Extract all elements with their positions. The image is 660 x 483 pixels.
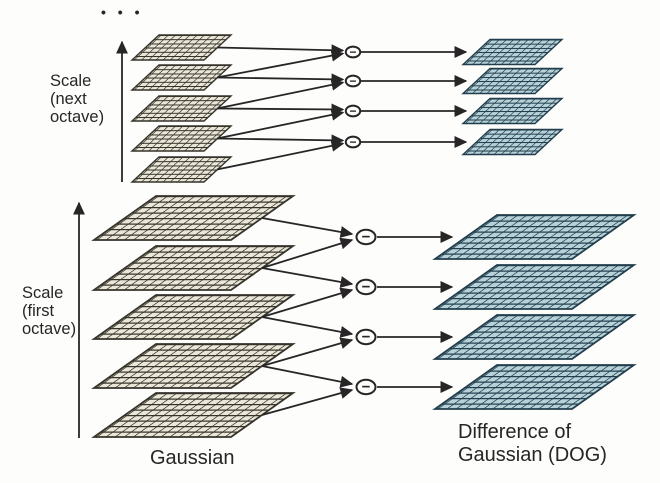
scale-next-octave-label-line1: Scale xyxy=(50,72,91,90)
dog-image xyxy=(434,314,635,360)
dog-column-label-line2: Gaussian (DOG) xyxy=(458,444,607,466)
more-octaves-ellipsis: • • • xyxy=(101,4,143,20)
subtraction-arrow xyxy=(216,140,345,171)
subtraction-arrow xyxy=(261,316,354,338)
minus-node xyxy=(355,228,377,246)
dog-column-label-line1: Difference of xyxy=(458,421,571,443)
gaussian-image xyxy=(131,64,232,91)
scale-first-octave-label-line3: octave) xyxy=(22,320,76,338)
subtraction-arrow xyxy=(216,44,345,57)
subtraction-arrow xyxy=(216,134,345,147)
subtraction-arrow xyxy=(261,365,354,388)
subtraction-arrow xyxy=(261,287,354,318)
scale-first-octave-label-line2: (first xyxy=(22,302,54,320)
dog-image xyxy=(434,264,635,310)
dog-image xyxy=(462,128,563,156)
next-octave-group: Scale (next octave) − − − − xyxy=(50,34,563,183)
subtraction-arrow xyxy=(216,73,345,86)
gaussian-column-label: Gaussian xyxy=(150,447,235,469)
minus-icon: − xyxy=(362,279,371,296)
dog-image xyxy=(434,214,635,260)
minus-node xyxy=(355,328,377,346)
subtraction-arrow xyxy=(216,103,345,116)
subtraction-arrow xyxy=(216,49,345,79)
scale-next-octave-label-line2: (next xyxy=(50,90,87,108)
dog-image xyxy=(462,38,563,66)
gaussian-image xyxy=(131,156,232,183)
minus-icon: − xyxy=(349,45,356,59)
minus-icon: − xyxy=(349,135,356,149)
subtraction-arrow xyxy=(261,337,354,367)
dog-image xyxy=(462,97,563,125)
gaussian-image xyxy=(131,95,232,122)
minus-icon: − xyxy=(362,229,371,246)
dog-image xyxy=(462,67,563,95)
scale-first-octave-label-line1: Scale xyxy=(22,284,63,302)
scale-next-octave-label-line3: octave) xyxy=(50,108,104,126)
minus-node xyxy=(355,378,377,396)
subtraction-arrow xyxy=(261,387,354,416)
minus-icon: − xyxy=(349,104,356,118)
gaussian-image xyxy=(131,34,232,61)
subtraction-arrow xyxy=(216,109,345,140)
subtraction-arrow xyxy=(261,217,354,238)
gaussian-image xyxy=(131,125,232,152)
subtraction-arrow xyxy=(261,237,354,269)
subtraction-arrow xyxy=(216,79,345,110)
minus-icon: − xyxy=(362,329,371,346)
minus-icon: − xyxy=(362,379,371,396)
minus-icon: − xyxy=(349,74,356,88)
subtraction-arrow xyxy=(261,267,354,288)
dog-image xyxy=(434,364,635,410)
minus-node xyxy=(355,278,377,296)
first-octave-group: Scale (first octave) − − − − xyxy=(22,195,635,438)
